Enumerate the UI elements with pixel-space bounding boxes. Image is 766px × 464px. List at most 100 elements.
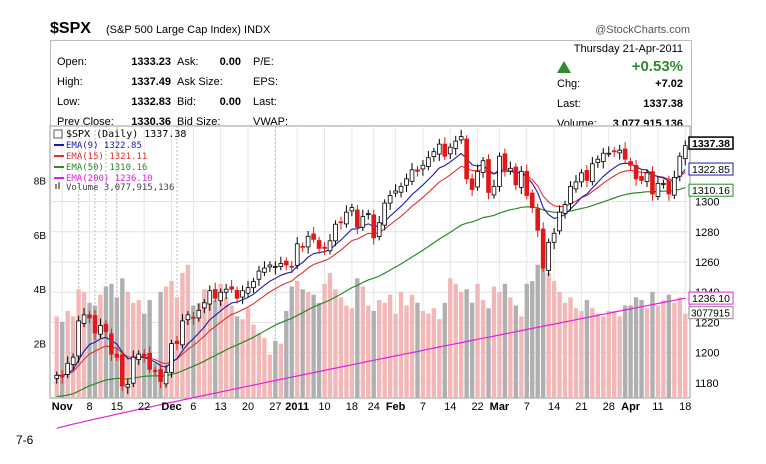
candle-body [387, 195, 393, 204]
volume-bar [382, 302, 387, 398]
x-tick-label: 22 [138, 401, 150, 413]
open-value: 1333.23 [131, 56, 171, 68]
volume-bar [60, 321, 65, 398]
volume-bar [683, 313, 688, 398]
candle-body [92, 315, 98, 334]
volume-bar [546, 272, 551, 398]
candle-body [458, 136, 464, 141]
candle-body [278, 263, 284, 267]
candle-body [431, 151, 437, 157]
volume-bar [163, 286, 169, 398]
high-label: High: [57, 76, 83, 88]
price-flag-box [688, 183, 734, 197]
candle-body [491, 186, 497, 196]
x-tick-label: 13 [215, 401, 227, 413]
legend-volume: Volume 3,077,915,136 [66, 183, 174, 193]
prev-close-label: Prev Close: [57, 116, 114, 128]
ask-label: Ask: [177, 56, 199, 68]
eps-label: EPS: [253, 76, 279, 88]
candle-body [442, 143, 448, 157]
volume-bar [327, 272, 333, 398]
candle-body [540, 228, 546, 269]
candle-body [376, 222, 382, 238]
volume-bar [497, 291, 502, 398]
symbol-name: (S&P 500 Large Cap Index) [106, 24, 241, 36]
volume-bar [415, 302, 420, 398]
y-tick-label: 1220 [695, 317, 719, 329]
volume-bar [185, 264, 191, 398]
price-flag-label: 1236.10 [692, 293, 730, 305]
title-row: $SPX (S&P 500 Large Cap Index) INDX @Sto… [50, 18, 690, 40]
volume-bar [431, 308, 437, 398]
volume-bar [398, 291, 404, 398]
candle-body [650, 171, 655, 195]
volume-bar [333, 289, 338, 398]
candle-body [245, 287, 251, 294]
prev-close-value: 1330.36 [131, 116, 171, 128]
price-flag-box [688, 162, 734, 176]
volume-bar [513, 305, 519, 398]
x-tick-label: Mar [490, 401, 510, 413]
candle-body [207, 290, 213, 305]
candle-body [584, 170, 590, 181]
volume-bar [284, 310, 289, 398]
candle-body [98, 325, 103, 335]
volume-bar [508, 297, 513, 398]
volume-bar [191, 305, 196, 398]
legend-ema200: EMA(200) 1236.10 [66, 174, 153, 184]
volume-bar [289, 286, 294, 398]
x-tick-label: 27 [269, 401, 281, 413]
volume-bar [426, 313, 431, 398]
volume-bar [245, 308, 251, 398]
bid-label: Bid: [177, 96, 196, 108]
candle-body [393, 190, 398, 194]
candle-body [502, 153, 508, 171]
candle-body [590, 163, 595, 183]
volume-bar [207, 291, 212, 398]
volume-bar [590, 308, 595, 398]
volume-tick-label: 8B [34, 176, 47, 187]
volume-bar [202, 289, 207, 398]
candle-body [513, 166, 519, 186]
candle-body [59, 374, 65, 378]
x-tick-label: 14 [548, 401, 560, 413]
x-tick-label: 24 [368, 401, 380, 413]
volume-bar [568, 297, 573, 398]
candle-body [305, 235, 311, 248]
candle-body [240, 290, 245, 298]
volume-flag-label: 3077915 [691, 309, 730, 320]
x-tick-label: Dec [161, 401, 181, 413]
volume-bar [579, 310, 584, 398]
up-arrow-icon [557, 61, 571, 73]
price-flag-box [688, 136, 734, 150]
volume-bar [404, 305, 409, 398]
volume-bar [606, 310, 611, 398]
price-flag-box [688, 291, 734, 305]
candle-body [180, 320, 185, 346]
candle-body [655, 183, 661, 197]
candle-body [163, 371, 169, 385]
x-tick-label: 28 [603, 401, 615, 413]
candle-body [201, 302, 207, 309]
candle-body [535, 208, 541, 231]
volume-bar [371, 310, 376, 398]
volume-bar [453, 283, 458, 398]
candle-body [469, 178, 475, 190]
volume-bar [158, 291, 163, 398]
candle-body [426, 157, 431, 167]
volume-bar [251, 324, 256, 398]
brand-watermark[interactable]: @StockCharts.com [595, 24, 690, 36]
candle-body [628, 161, 633, 166]
candle-body [256, 270, 262, 280]
candle-body [130, 356, 136, 384]
volume-bar [103, 286, 109, 398]
volume-bar [639, 300, 644, 398]
candle-body [475, 170, 480, 188]
volume-tick-label: 2B [34, 340, 47, 351]
volume-legend-icon-2 [58, 182, 60, 189]
candle-body [409, 169, 415, 182]
candle-body [262, 267, 267, 273]
candle-body [103, 323, 109, 332]
candle-body [273, 266, 278, 268]
